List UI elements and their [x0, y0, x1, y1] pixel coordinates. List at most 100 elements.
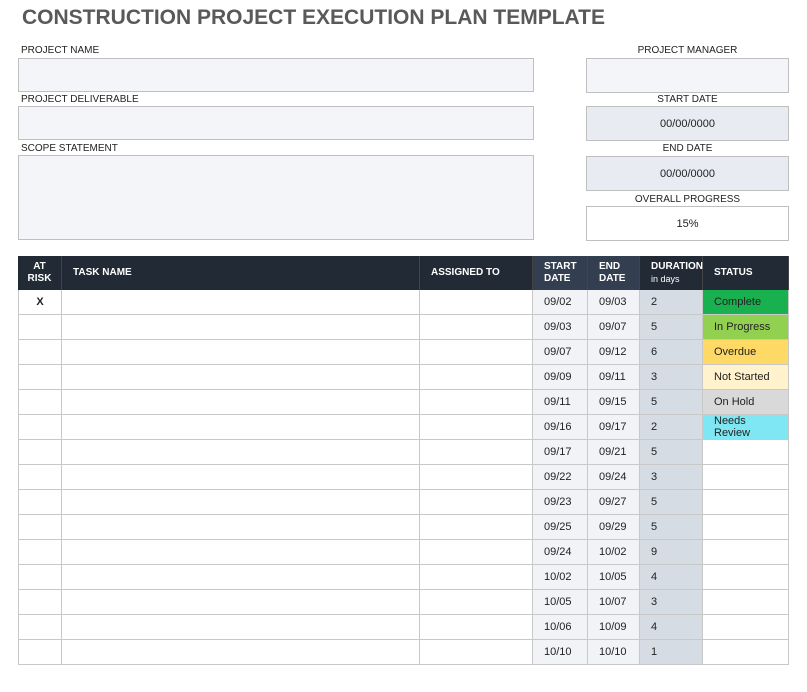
- end-cell: 09/07: [588, 315, 640, 340]
- field-label: OVERALL PROGRESS: [634, 194, 741, 205]
- header-unit: in days: [651, 274, 680, 284]
- start-cell: 09/16: [533, 415, 588, 440]
- header-text: TASK NAME: [73, 267, 132, 278]
- duration-cell: 1: [640, 640, 703, 665]
- header-cell: ASSIGNED TO: [420, 256, 533, 290]
- assigned-cell: [420, 365, 533, 390]
- start-cell: 09/25: [533, 515, 588, 540]
- task-cell: [62, 440, 420, 465]
- status-cell: [703, 615, 789, 640]
- task-cell: [62, 490, 420, 515]
- status-cell: Overdue: [703, 340, 789, 365]
- start-cell: 09/24: [533, 540, 588, 565]
- title: CONSTRUCTION PROJECT EXECUTION PLAN TEMP…: [22, 6, 605, 29]
- status-cell: [703, 440, 789, 465]
- at-risk-cell: [18, 540, 62, 565]
- field-label: END DATE: [662, 143, 713, 154]
- at-risk-cell: [18, 515, 62, 540]
- header-text: ASSIGNED TO: [431, 267, 500, 278]
- task-cell: [62, 640, 420, 665]
- duration-cell: 5: [640, 515, 703, 540]
- at-risk-cell: X: [18, 290, 62, 315]
- at-risk-cell: [18, 365, 62, 390]
- status-cell: Needs Review: [703, 415, 789, 440]
- at-risk-cell: [18, 340, 62, 365]
- start-cell: 09/02: [533, 290, 588, 315]
- header-cell: TASK NAME: [62, 256, 420, 290]
- assigned-cell: [420, 490, 533, 515]
- at-risk-cell: [18, 315, 62, 340]
- header-cell: AT RISK: [18, 256, 62, 290]
- duration-cell: 3: [640, 465, 703, 490]
- assigned-cell: [420, 540, 533, 565]
- header-text: STATUS: [714, 267, 753, 278]
- duration-cell: 9: [640, 540, 703, 565]
- end-cell: 09/03: [588, 290, 640, 315]
- task-cell: [62, 540, 420, 565]
- duration-cell: 4: [640, 615, 703, 640]
- assigned-cell: [420, 390, 533, 415]
- at-risk-cell: [18, 440, 62, 465]
- end-cell: 09/17: [588, 415, 640, 440]
- field-value: 15%: [676, 217, 699, 230]
- field-box: [586, 58, 789, 93]
- start-cell: 09/07: [533, 340, 588, 365]
- task-cell: [62, 340, 420, 365]
- header-text: END DATE: [599, 261, 626, 284]
- end-cell: 10/10: [588, 640, 640, 665]
- at-risk-cell: [18, 640, 62, 665]
- duration-cell: 4: [640, 565, 703, 590]
- task-cell: [62, 590, 420, 615]
- field-box: [18, 106, 534, 140]
- header-cell: START DATE: [533, 256, 588, 290]
- start-cell: 09/22: [533, 465, 588, 490]
- task-cell: [62, 390, 420, 415]
- start-cell: 10/10: [533, 640, 588, 665]
- field-label: PROJECT NAME: [21, 45, 100, 56]
- field-box: 00/00/0000: [586, 156, 789, 191]
- header-text: DURATION: [651, 261, 704, 272]
- status-cell: [703, 515, 789, 540]
- task-cell: [62, 415, 420, 440]
- duration-cell: 3: [640, 365, 703, 390]
- duration-cell: 5: [640, 440, 703, 465]
- field-value: 00/00/0000: [659, 167, 716, 180]
- duration-cell: 6: [640, 340, 703, 365]
- at-risk-cell: [18, 415, 62, 440]
- start-cell: 09/11: [533, 390, 588, 415]
- start-cell: 10/06: [533, 615, 588, 640]
- task-cell: [62, 515, 420, 540]
- at-risk-cell: [18, 490, 62, 515]
- end-cell: 09/11: [588, 365, 640, 390]
- start-cell: 09/09: [533, 365, 588, 390]
- end-cell: 09/24: [588, 465, 640, 490]
- duration-cell: 5: [640, 390, 703, 415]
- status-cell: On Hold: [703, 390, 789, 415]
- field-label: PROJECT MANAGER: [637, 45, 738, 56]
- assigned-cell: [420, 440, 533, 465]
- assigned-cell: [420, 515, 533, 540]
- field-value: 00/00/0000: [659, 117, 716, 130]
- end-cell: 09/12: [588, 340, 640, 365]
- task-cell: [62, 565, 420, 590]
- header-cell: END DATE: [588, 256, 640, 290]
- end-cell: 09/21: [588, 440, 640, 465]
- assigned-cell: [420, 290, 533, 315]
- header-cell: STATUS: [703, 256, 789, 290]
- assigned-cell: [420, 315, 533, 340]
- start-cell: 09/23: [533, 490, 588, 515]
- start-cell: 09/03: [533, 315, 588, 340]
- status-cell: [703, 590, 789, 615]
- end-cell: 10/02: [588, 540, 640, 565]
- assigned-cell: [420, 340, 533, 365]
- assigned-cell: [420, 565, 533, 590]
- field-box: [18, 58, 534, 92]
- task-cell: [62, 465, 420, 490]
- at-risk-cell: [18, 390, 62, 415]
- status-cell: [703, 465, 789, 490]
- status-cell: [703, 540, 789, 565]
- end-cell: 09/29: [588, 515, 640, 540]
- status-cell: Not Started: [703, 365, 789, 390]
- assigned-cell: [420, 640, 533, 665]
- assigned-cell: [420, 615, 533, 640]
